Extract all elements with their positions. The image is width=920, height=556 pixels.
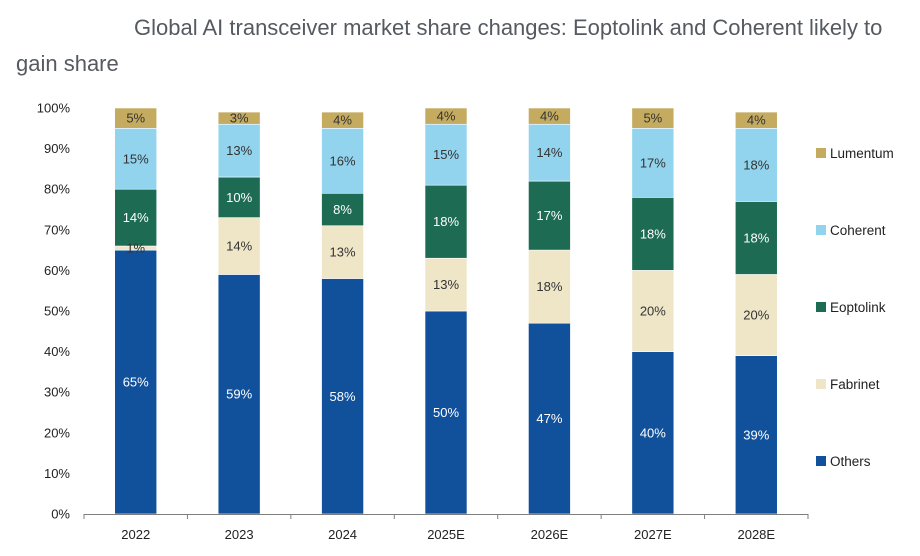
data-label-lumentum: 4% (437, 109, 456, 124)
data-label-others: 65% (123, 375, 149, 390)
legend-label-others: Others (830, 454, 871, 469)
data-label-lumentum: 5% (643, 111, 662, 126)
data-label-coherent: 13% (226, 143, 252, 158)
y-tick-label: 80% (44, 182, 70, 197)
y-tick-label: 10% (44, 466, 70, 481)
bar-segment-fabrinet (631, 270, 675, 352)
y-tick-label: 70% (44, 222, 70, 237)
data-label-fabrinet: 18% (536, 279, 562, 294)
legend-swatch-eoptolink (816, 302, 826, 312)
bar-segment-coherent (217, 123, 261, 178)
data-label-fabrinet: 20% (743, 308, 769, 323)
data-label-coherent: 15% (433, 147, 459, 162)
bar-segment-eoptolink (217, 176, 261, 218)
bar-segment-lumentum (114, 107, 158, 129)
bar-segment-lumentum (217, 111, 261, 125)
data-label-lumentum: 4% (333, 113, 352, 128)
data-label-coherent: 16% (330, 153, 356, 168)
data-label-eoptolink: 10% (226, 190, 252, 205)
y-tick-label: 30% (44, 385, 70, 400)
data-label-coherent: 17% (640, 155, 666, 170)
bar-segment-coherent (424, 123, 468, 186)
x-tick-label: 2028E (737, 527, 775, 542)
bar-segment-others (321, 278, 364, 515)
bar-segment-fabrinet (217, 217, 261, 275)
x-tick-label: 2022 (121, 527, 150, 542)
y-tick-label: 40% (44, 344, 70, 359)
legend-label-eoptolink: Eoptolink (830, 300, 886, 315)
legend-swatch-fabrinet (816, 379, 826, 389)
data-label-others: 39% (743, 427, 769, 442)
legend-label-lumentum: Lumentum (830, 146, 894, 161)
bar-segment-lumentum (734, 111, 778, 129)
data-label-fabrinet: 13% (330, 245, 356, 260)
data-label-fabrinet: 1% (126, 241, 145, 256)
data-label-fabrinet: 20% (640, 304, 666, 319)
data-label-others: 40% (640, 425, 666, 440)
data-label-lumentum: 4% (747, 113, 766, 128)
bar-segment-eoptolink (631, 197, 675, 271)
legend-swatch-coherent (816, 225, 826, 235)
bar-segment-lumentum (424, 107, 468, 125)
chart-title: Global AI transceiver market share chang… (16, 15, 883, 76)
data-label-lumentum: 4% (540, 109, 559, 124)
x-tick-label: 2024 (328, 527, 357, 542)
bar-segment-others (217, 274, 261, 515)
data-label-eoptolink: 18% (433, 214, 459, 229)
legend-swatch-lumentum (816, 148, 826, 158)
y-tick-label: 0% (51, 507, 70, 522)
data-label-others: 59% (226, 387, 252, 402)
x-tick-label: 2026E (531, 527, 569, 542)
value-labels: 65% 1% 14% 15% 5% 59% 14% 10% 13% 3% 58% 13% 8% 16% 4%… (123, 109, 770, 443)
x-tick-label: 2023 (225, 527, 254, 542)
x-tick-label: 2025E (427, 527, 465, 542)
bars (114, 107, 778, 515)
bar-segment-others (631, 351, 675, 515)
data-label-eoptolink: 8% (333, 202, 352, 217)
bar-segment-eoptolink (114, 188, 158, 247)
bar-segment-coherent (321, 128, 364, 194)
y-tick-label: 20% (44, 425, 70, 440)
data-label-eoptolink: 18% (743, 230, 769, 245)
data-label-fabrinet: 13% (433, 277, 459, 292)
bar-segment-coherent (528, 123, 571, 182)
bar-segment-fabrinet (528, 249, 571, 324)
data-label-lumentum: 5% (126, 111, 145, 126)
y-tick-label: 60% (44, 263, 70, 278)
x-axis: 2022 2023 2024 2025E 2026E 2027E 2028E (83, 514, 809, 542)
data-label-coherent: 18% (743, 157, 769, 172)
data-label-others: 50% (433, 405, 459, 420)
data-label-eoptolink: 18% (640, 226, 666, 241)
bar-segment-lumentum (321, 111, 364, 129)
bar-segment-eoptolink (321, 192, 364, 227)
data-label-coherent: 15% (123, 151, 149, 166)
legend: Lumentum Coherent Eoptolink Fabrinet Others (816, 146, 894, 469)
bar-segment-others (528, 322, 571, 515)
data-label-others: 58% (330, 389, 356, 404)
legend-label-fabrinet: Fabrinet (830, 377, 880, 392)
y-tick-label: 90% (44, 141, 70, 156)
bar-segment-coherent (631, 128, 675, 198)
y-tick-label: 100% (37, 101, 71, 116)
bar-segment-lumentum (631, 107, 675, 129)
data-label-others: 47% (536, 411, 562, 426)
bar-segment-fabrinet (321, 225, 364, 279)
legend-swatch-others (816, 456, 826, 466)
bar-segment-eoptolink (528, 180, 571, 251)
data-label-eoptolink: 14% (123, 210, 149, 225)
x-tick-label: 2027E (634, 527, 672, 542)
data-label-fabrinet: 14% (226, 239, 252, 254)
data-label-coherent: 14% (536, 145, 562, 160)
legend-label-coherent: Coherent (830, 223, 886, 238)
data-label-eoptolink: 17% (536, 208, 562, 223)
data-label-lumentum: 3% (230, 111, 249, 126)
bar-segment-lumentum (528, 107, 571, 125)
bar-segment-fabrinet (734, 274, 778, 356)
y-axis: 0% 10% 20% 30% 40% 50% 60% 70% 80% 90% 100% (37, 101, 71, 522)
y-tick-label: 50% (44, 304, 70, 319)
